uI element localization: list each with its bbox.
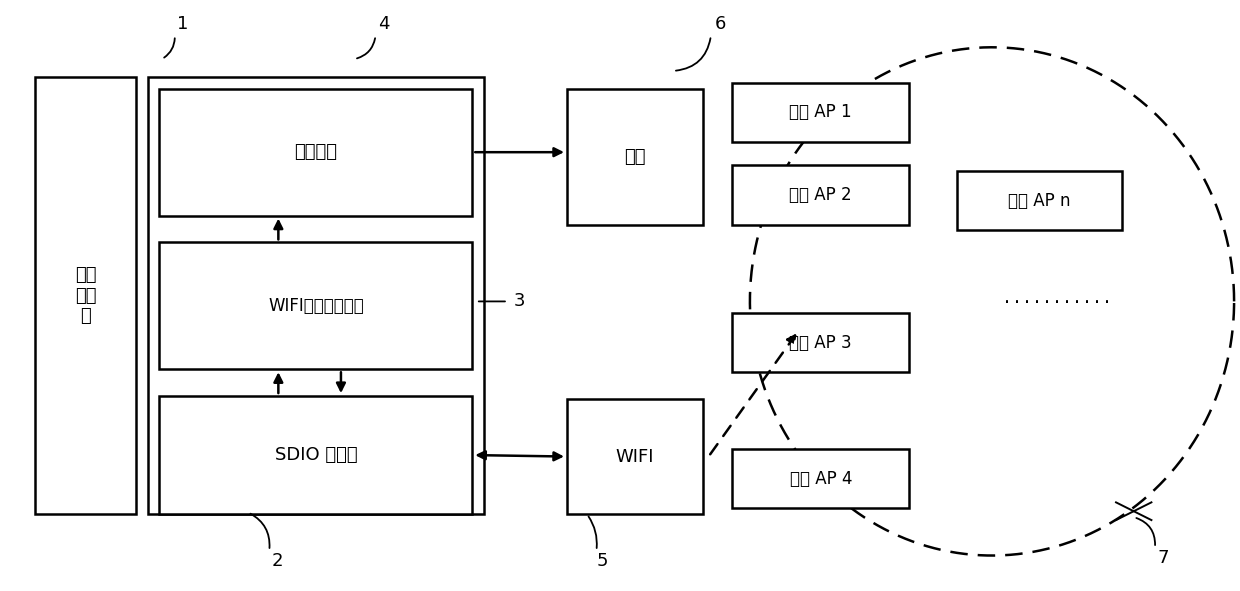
- Text: 3: 3: [513, 293, 526, 310]
- Text: 无线 AP 3: 无线 AP 3: [790, 334, 852, 352]
- Bar: [36, 77, 136, 514]
- Text: 1: 1: [177, 15, 188, 33]
- Bar: [732, 165, 909, 225]
- Bar: [732, 313, 909, 372]
- Bar: [148, 77, 484, 514]
- Text: 蜂鸣系统: 蜂鸣系统: [294, 143, 337, 161]
- Text: 7: 7: [1157, 550, 1169, 567]
- Bar: [567, 399, 703, 514]
- Text: 6: 6: [714, 15, 727, 33]
- Text: 4: 4: [378, 15, 389, 33]
- Bar: [160, 89, 472, 216]
- Bar: [732, 83, 909, 142]
- Bar: [160, 242, 472, 369]
- Text: 2: 2: [272, 553, 283, 570]
- Text: 喇叭: 喇叭: [624, 148, 646, 165]
- Text: ...........: ...........: [1002, 290, 1112, 307]
- Text: WIFI信号检测模块: WIFI信号检测模块: [268, 297, 363, 315]
- Text: 无线 AP n: 无线 AP n: [1008, 192, 1070, 210]
- Text: 中央
处理
器: 中央 处理 器: [74, 266, 97, 325]
- Text: 5: 5: [596, 553, 608, 570]
- Bar: [956, 171, 1122, 230]
- Text: WIFI: WIFI: [615, 447, 653, 466]
- Text: 无线 AP 1: 无线 AP 1: [790, 103, 852, 121]
- Bar: [567, 89, 703, 225]
- Text: 无线 AP 2: 无线 AP 2: [790, 186, 852, 204]
- Text: SDIO 控制器: SDIO 控制器: [274, 446, 357, 464]
- Bar: [732, 449, 909, 508]
- Bar: [160, 396, 472, 514]
- Text: 无线 AP 4: 无线 AP 4: [790, 470, 852, 488]
